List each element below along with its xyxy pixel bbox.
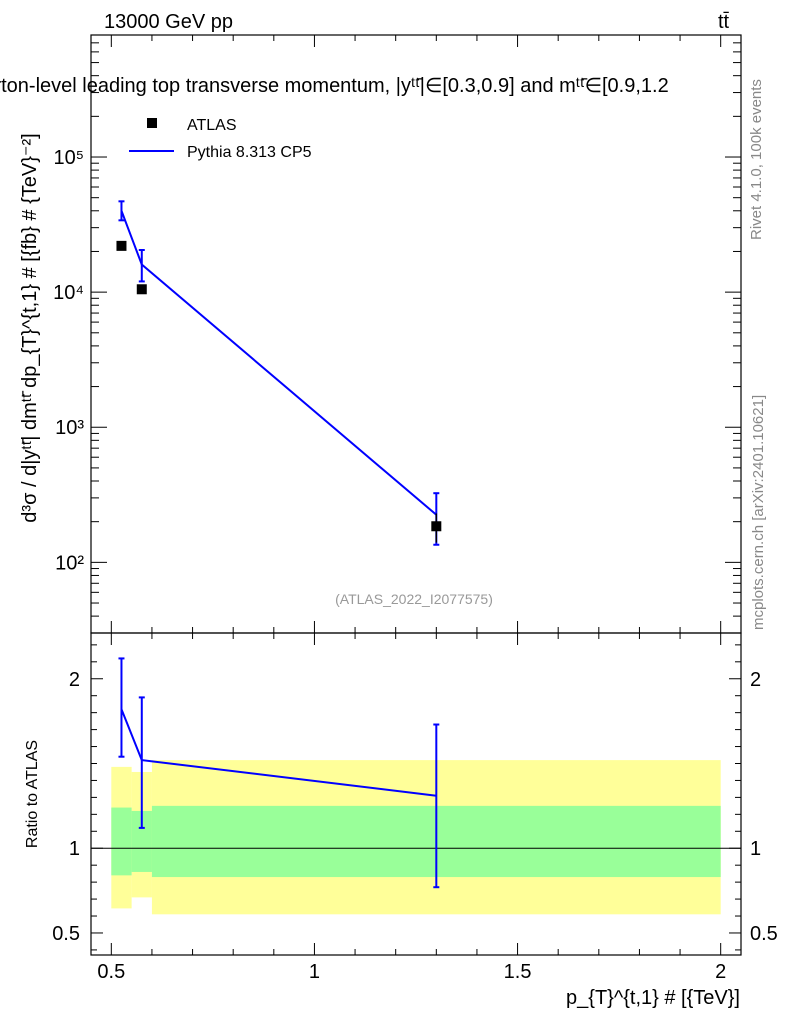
ratio-y-tick-label-left: 0.5 xyxy=(52,923,80,945)
energy-label: 13000 GeV pp xyxy=(104,11,233,33)
ratio-plot-frame xyxy=(90,632,742,956)
ratio-y-tick-label-left: 1 xyxy=(69,838,80,860)
axis-ticks: 0.5 1 1.5 2 10² 10³ 10⁴ 10⁵ 0.5 0.5 1 1 2 2 xyxy=(52,34,778,983)
y-tick-label: 10² xyxy=(55,552,84,574)
analysis-watermark: (ATLAS_2022_I2077575) xyxy=(335,591,493,607)
x-tick-label: 1 xyxy=(309,961,320,983)
atlas-point xyxy=(116,240,127,251)
mcplots-source-text: mcplots.cern.ch [arXiv:2401.10621] xyxy=(750,395,767,630)
legend-pythia-label: Pythia 8.313 CP5 xyxy=(187,144,312,161)
pythia-line xyxy=(120,210,437,516)
y-tick-label: 10³ xyxy=(55,417,84,439)
ratio-y-tick-label-left: 2 xyxy=(69,669,80,691)
ratio-bands xyxy=(111,760,721,915)
ratio-y-tick-label-right: 1 xyxy=(750,838,761,860)
x-tick-label: 0.5 xyxy=(97,961,125,983)
ratio-y-tick-label-right: 0.5 xyxy=(750,923,778,945)
ratio-series xyxy=(118,657,440,889)
x-tick-label: 2 xyxy=(715,961,726,983)
ratio-y-tick-label-right: 2 xyxy=(750,669,761,691)
main-y-axis-title: d³σ / d|yᵗᵗ̄| dmᵗᵗ̄ dp_{T}^{t,1} # [{fb}… xyxy=(19,133,41,522)
band-1-segment xyxy=(111,807,132,876)
atlas-point xyxy=(136,284,147,295)
atlas-point xyxy=(431,521,442,532)
x-tick-label: 1.5 xyxy=(504,961,532,983)
band-1-segment xyxy=(131,810,152,872)
legend-atlas-label: ATLAS xyxy=(187,117,237,134)
plot-title: Parton-level leading top transverse mome… xyxy=(0,75,669,97)
rivet-version-text: Rivet 4.1.0, 100k events xyxy=(748,79,765,240)
process-label: tt̄ xyxy=(718,11,730,33)
y-tick-label: 10⁴ xyxy=(53,282,84,304)
legend: ATLAS Pythia 8.313 CP5 xyxy=(129,117,312,161)
legend-atlas-marker xyxy=(147,118,157,128)
x-axis-title: p_{T}^{t,1} # [{TeV}] xyxy=(566,987,740,1009)
main-series xyxy=(116,200,442,546)
ratio-y-axis-title: Ratio to ATLAS xyxy=(24,740,41,848)
y-tick-label: 10⁵ xyxy=(53,147,84,169)
